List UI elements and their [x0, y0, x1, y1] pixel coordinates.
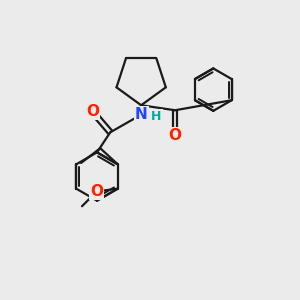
Text: N: N — [135, 107, 148, 122]
Text: O: O — [169, 128, 182, 143]
Text: H: H — [151, 110, 162, 123]
Text: O: O — [90, 184, 103, 199]
Text: O: O — [86, 104, 99, 119]
